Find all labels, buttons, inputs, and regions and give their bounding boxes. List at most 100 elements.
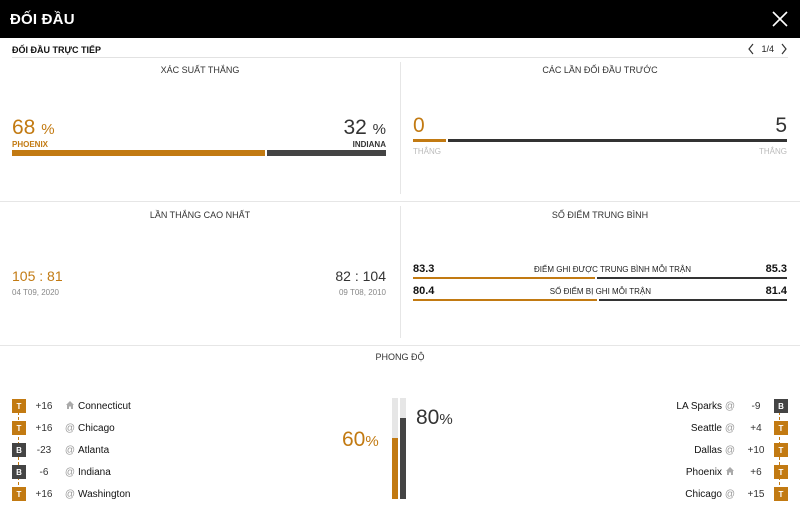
away-form-value: 80 xyxy=(416,406,440,429)
section-subtitle: ĐỐI ĐẦU TRỰC TIẾP xyxy=(12,45,101,55)
score-value: 105 xyxy=(12,268,36,284)
opponent-name: Chicago xyxy=(78,422,115,434)
score-value: 81 xyxy=(47,268,63,284)
result-badge: B xyxy=(774,399,788,413)
list-item: T +16 @ Chicago xyxy=(12,420,115,436)
away-meeting-label: THẮNG xyxy=(759,147,787,156)
at-icon: @ xyxy=(64,444,76,456)
home-meetings-bar xyxy=(413,139,446,142)
pager: 1/4 xyxy=(745,42,790,56)
list-item: Seattle @ +4 T xyxy=(691,420,788,436)
away-prob-unit: % xyxy=(372,121,386,138)
opponent-name: Indiana xyxy=(78,466,111,478)
avg-scored-label: ĐIỂM GHI ĐƯỢC TRUNG BÌNH MỖI TRẬN xyxy=(534,265,691,274)
result-badge: B xyxy=(12,465,26,479)
divider xyxy=(12,57,788,58)
divider xyxy=(400,206,401,338)
home-avg-conceded-bar xyxy=(413,299,597,301)
opponent-name: Phoenix xyxy=(685,466,722,478)
list-item: Phoenix +6 T xyxy=(686,464,788,480)
result-badge: T xyxy=(12,487,26,501)
home-form-percent: 60% xyxy=(342,428,379,452)
page-title: ĐỐI ĐẦU xyxy=(10,11,75,28)
opponent-name: Chicago xyxy=(685,488,722,500)
away-highest-date: 09 T08, 2010 xyxy=(338,288,386,297)
home-meeting-wins: 0 xyxy=(413,114,425,137)
away-highest-score: 82 : 104 xyxy=(335,268,386,284)
opponent-name: Washington xyxy=(78,488,131,500)
opponent-name: LA Sparks xyxy=(676,400,722,412)
point-diff: +15 xyxy=(747,488,765,500)
result-badge: T xyxy=(774,465,788,479)
at-icon: @ xyxy=(724,488,736,500)
away-win-probability: 32 % xyxy=(343,116,386,140)
divider xyxy=(0,345,800,346)
away-avg-scored-bar xyxy=(597,277,787,279)
divider xyxy=(0,201,800,202)
list-item: B -23 @ Atlanta xyxy=(12,442,109,458)
at-icon: @ xyxy=(64,466,76,478)
away-avg-conceded-bar xyxy=(599,299,787,301)
score-value: 104 xyxy=(362,268,386,284)
home-highest-date: 04 T09, 2020 xyxy=(12,288,60,297)
home-avg-scored: 83.3 xyxy=(413,263,435,275)
home-win-probability: 68 % xyxy=(12,116,55,140)
at-icon: @ xyxy=(724,422,736,434)
point-diff: +16 xyxy=(35,400,53,412)
list-item: T +16 Connecticut xyxy=(12,398,131,414)
at-icon: @ xyxy=(724,400,736,412)
list-item: Dallas @ +10 T xyxy=(694,442,788,458)
opponent-name: Atlanta xyxy=(78,444,110,456)
home-team-label: PHOENIX xyxy=(12,140,49,149)
result-badge: T xyxy=(774,443,788,457)
close-icon[interactable] xyxy=(770,9,790,29)
win-probability-title: XÁC SUẤT THẮNG xyxy=(160,65,240,75)
score-separator: : xyxy=(39,268,44,284)
score-value: 82 xyxy=(335,268,351,284)
opponent-name: Dallas xyxy=(694,444,722,456)
list-item: B -6 @ Indiana xyxy=(12,464,111,480)
chevron-left-icon[interactable] xyxy=(745,42,757,56)
away-team-label: INDIANA xyxy=(352,140,386,149)
away-meetings-bar xyxy=(448,139,787,142)
form-title: PHONG ĐỘ xyxy=(375,352,425,362)
away-meeting-wins: 5 xyxy=(775,114,787,137)
point-diff: -23 xyxy=(36,444,52,456)
result-badge: T xyxy=(774,487,788,501)
point-diff: -6 xyxy=(39,466,49,478)
home-form-bar xyxy=(392,438,398,499)
at-icon: @ xyxy=(64,422,76,434)
opponent-name: Connecticut xyxy=(78,400,131,412)
at-icon: @ xyxy=(64,488,76,500)
top-bar: ĐỐI ĐẦU xyxy=(0,0,800,38)
away-probability-bar xyxy=(267,150,386,156)
result-badge: T xyxy=(774,421,788,435)
home-prob-unit: % xyxy=(41,121,55,138)
point-diff: +16 xyxy=(35,422,53,434)
point-diff: +16 xyxy=(35,488,53,500)
previous-meetings-title: CÁC LẦN ĐỐI ĐẦU TRƯỚC xyxy=(542,65,658,75)
away-form-percent: 80% xyxy=(416,406,453,430)
list-item: LA Sparks @ -9 B xyxy=(676,398,788,414)
divider xyxy=(400,62,401,194)
point-diff: -9 xyxy=(751,400,761,412)
highest-win-title: LẦN THẮNG CAO NHẤT xyxy=(149,210,251,220)
pager-label: 1/4 xyxy=(761,44,774,54)
home-highest-score: 105 : 81 xyxy=(12,268,63,284)
home-avg-conceded: 80.4 xyxy=(413,285,435,297)
result-badge: B xyxy=(12,443,26,457)
average-conceded-row: 80.4 SỐ ĐIỂM BỊ GHI MỖI TRẬN 81.4 xyxy=(413,285,787,301)
opponent-name: Seattle xyxy=(690,422,722,434)
point-diff: +10 xyxy=(747,444,765,456)
away-avg-conceded: 81.4 xyxy=(765,285,787,297)
percent-unit: % xyxy=(439,411,453,428)
chevron-right-icon[interactable] xyxy=(778,42,790,56)
away-avg-scored: 85.3 xyxy=(765,263,787,275)
away-prob-value: 32 xyxy=(343,116,367,139)
home-meeting-label: THẮNG xyxy=(413,147,441,156)
at-icon: @ xyxy=(724,444,736,456)
point-diff: +6 xyxy=(750,466,762,478)
home-prob-value: 68 xyxy=(12,116,36,139)
home-icon xyxy=(722,466,738,479)
home-icon xyxy=(62,400,78,413)
